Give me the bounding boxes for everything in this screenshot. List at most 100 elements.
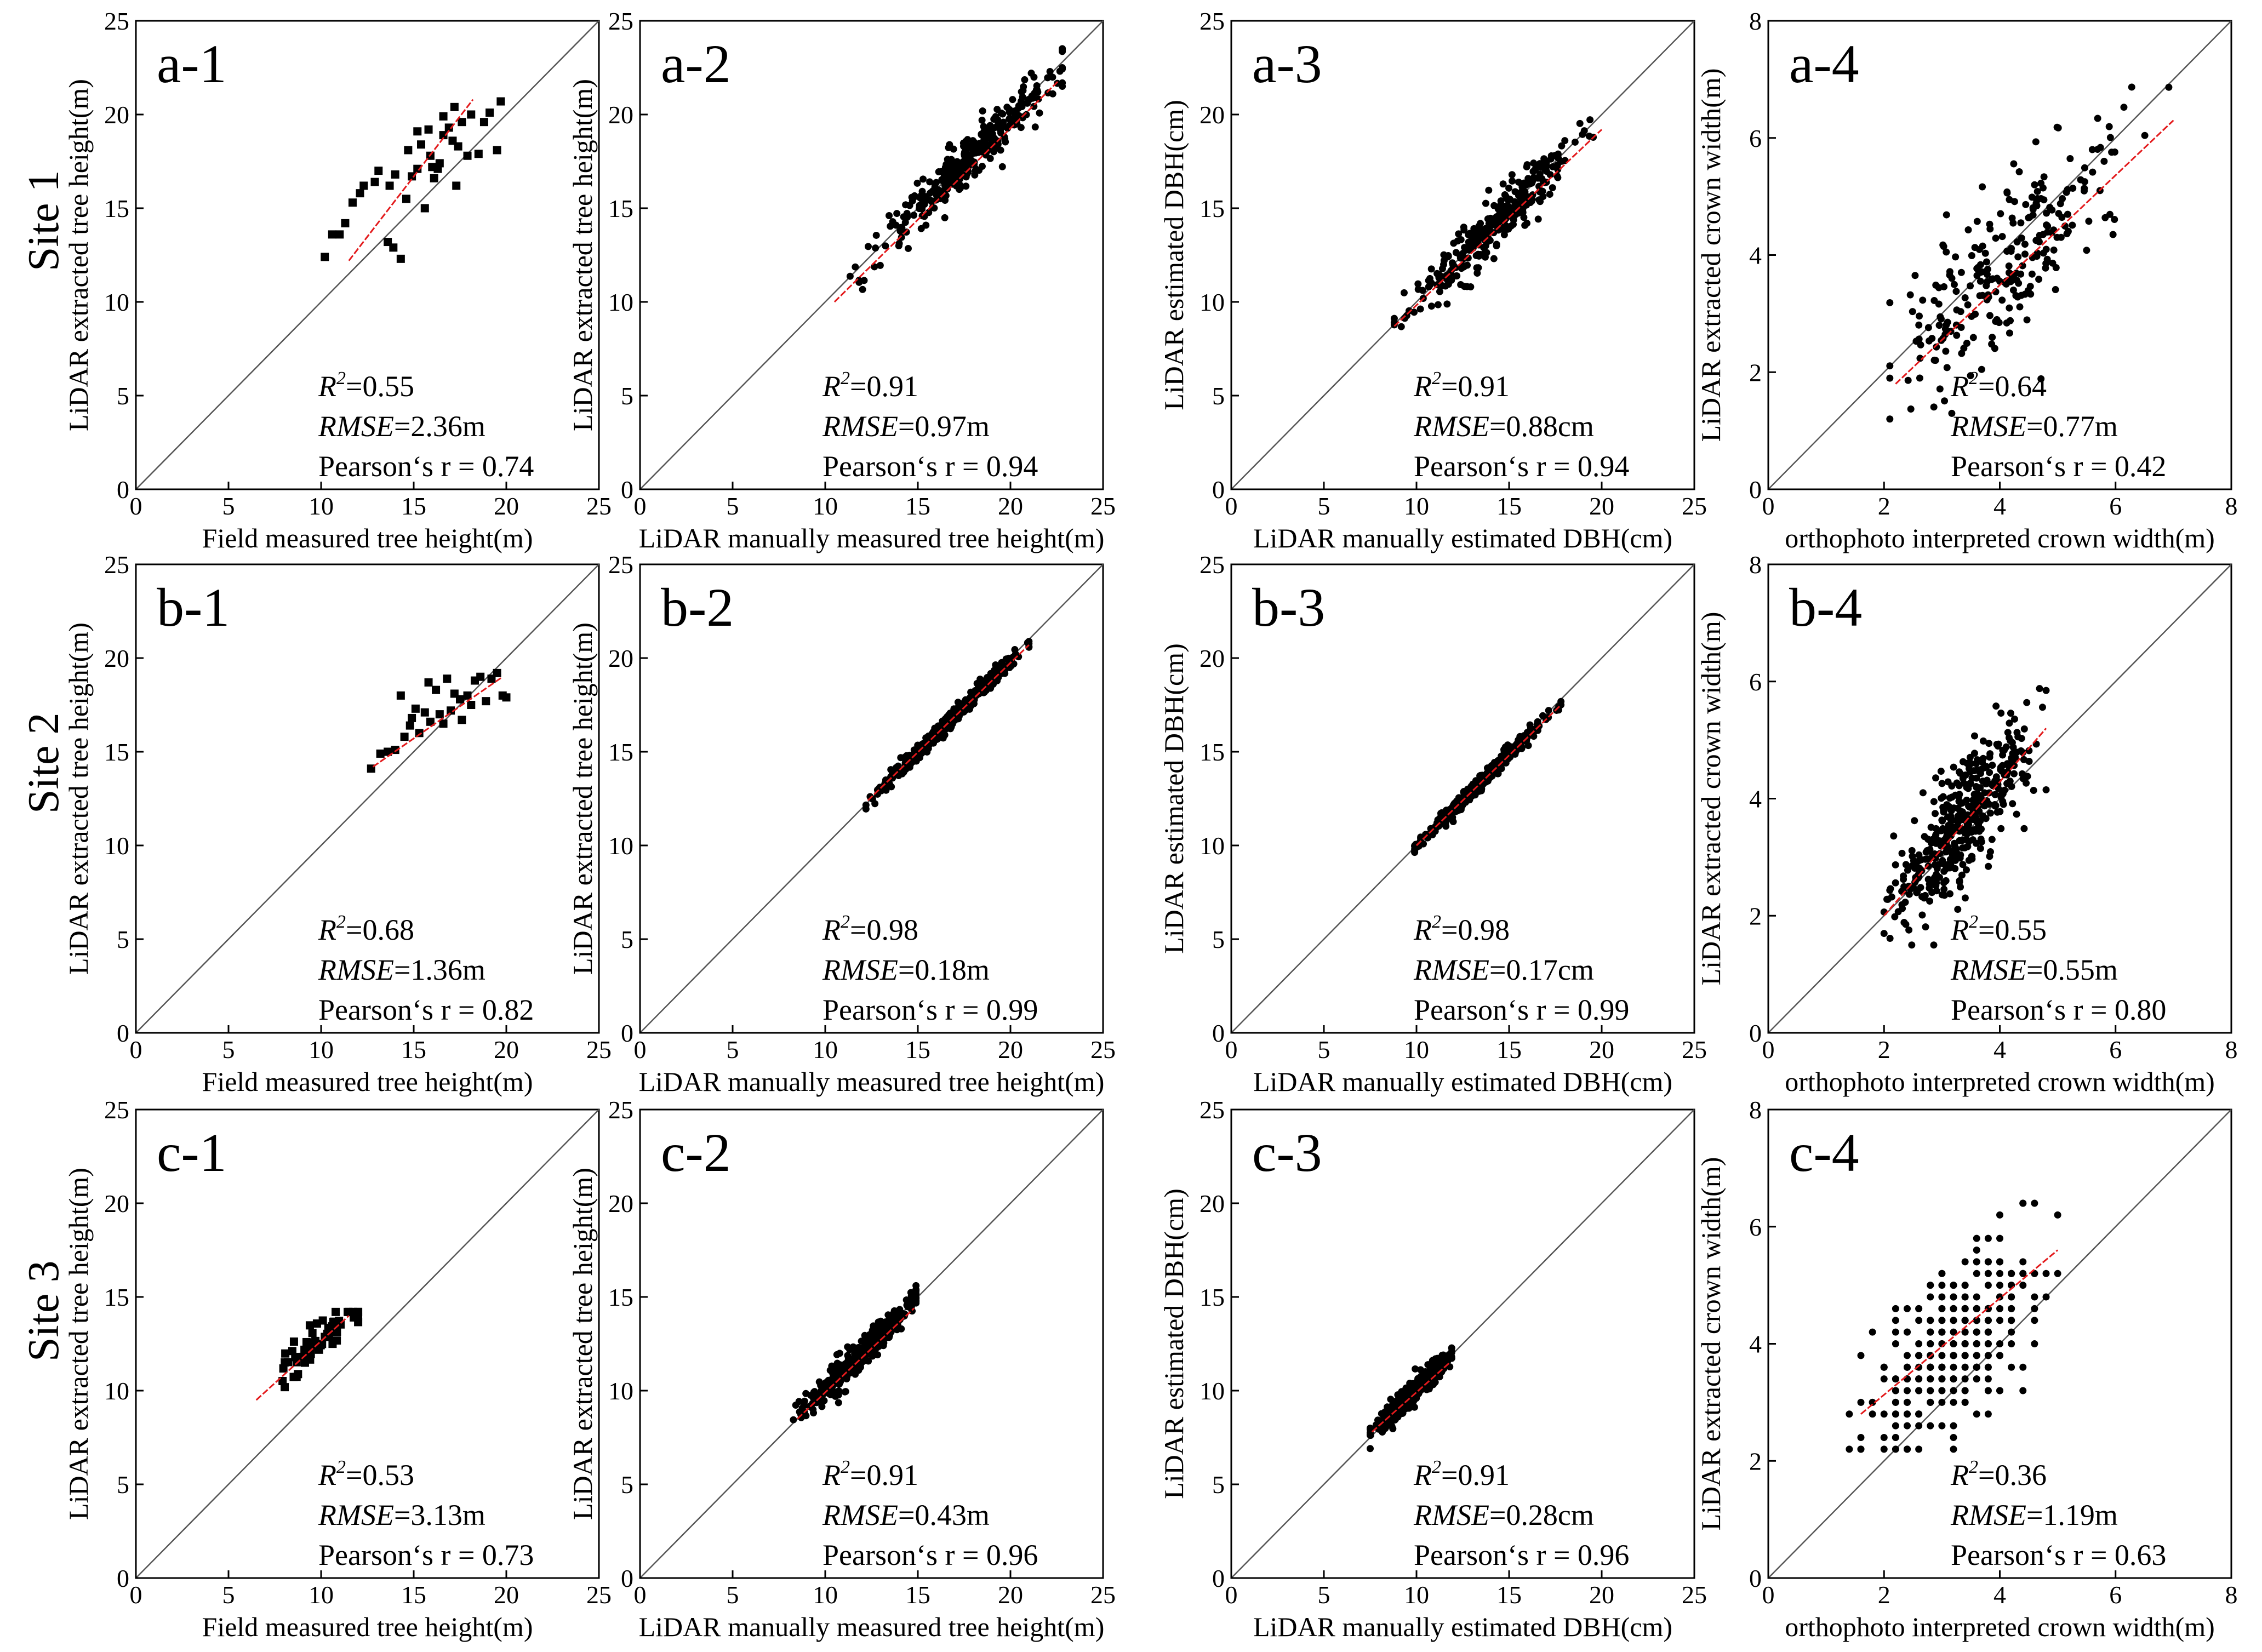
data-point [430,174,438,182]
identity-line [135,1109,599,1579]
data-points [321,97,505,263]
data-point [1869,1328,1876,1336]
y-tick-label: 25 [104,7,129,35]
data-point [1972,839,1980,847]
data-point [433,164,442,173]
data-point [830,1375,837,1382]
data-point [906,751,913,759]
data-point [1970,815,1978,823]
data-point [961,152,968,159]
y-axis-label: LiDAR extracted tree height(m) [63,79,94,431]
data-point [1449,261,1457,269]
data-point [910,211,918,219]
y-tick-label: 4 [1749,1330,1762,1358]
data-point [1442,807,1450,814]
y-tick-label: 6 [1749,1213,1762,1241]
stat-r2: R2=0.91 [1413,368,1510,403]
data-point [942,192,950,199]
y-tick-label: 5 [621,925,633,953]
data-point [2007,710,2014,717]
data-point [2111,215,2118,223]
data-point [1910,857,1917,865]
stat-r2-exponent: 2 [841,1457,850,1477]
data-point [1961,894,1969,902]
data-point [1523,163,1530,170]
data-point [1908,847,1916,854]
stat-r2-exponent: 2 [1969,368,1978,388]
data-point [848,1355,856,1363]
data-point [1961,1305,1969,1312]
data-point [1892,1445,1899,1453]
data-point [452,181,461,190]
x-tick-label: 25 [586,1581,612,1609]
data-point [1984,1282,1992,1289]
data-point [1539,712,1546,719]
data-point [2040,231,2047,238]
data-point [1888,893,1895,901]
data-point [1915,1422,1923,1430]
data-point [1024,99,1031,107]
y-tick-label: 10 [608,288,633,316]
data-point [1964,843,1972,850]
data-point [997,109,1005,117]
data-point [2035,238,2043,245]
data-point [1367,1432,1374,1439]
stat-rmse: RMSE=0.88cm [1413,410,1594,443]
data-point [1938,1352,1946,1359]
identity-line [135,20,599,490]
data-point [1460,255,1467,262]
data-point [1996,1340,2003,1347]
data-point [898,224,906,232]
data-point [1977,277,1984,285]
data-point [1444,281,1452,288]
data-point [1991,791,1999,798]
data-point [2052,264,2060,272]
data-point [374,167,383,175]
data-point [1938,794,1945,802]
y-tick-label: 25 [1199,551,1225,579]
panel-label: c-4 [1789,1122,1859,1183]
data-point [1967,282,1974,290]
data-point [846,272,854,280]
stat-rmse-value: =0.28cm [1489,1499,1594,1531]
stat-rmse-value: =2.36m [394,410,485,443]
data-point [874,1351,882,1359]
data-point [1975,821,1983,828]
data-point [1929,851,1937,859]
data-point [1984,1317,1992,1324]
data-point [948,180,956,188]
data-point [1919,296,1927,304]
data-point [2020,725,2028,733]
y-axis-label: LiDAR extracted crown width(m) [1695,1157,1726,1531]
data-point [1443,300,1451,308]
data-point [900,1312,907,1320]
x-tick-label: 25 [1682,1036,1707,1064]
y-tick-label: 0 [621,1564,633,1592]
data-point [1936,385,1944,393]
data-point [1534,215,1542,223]
data-point [424,678,433,687]
data-point [938,187,945,195]
data-point [2081,178,2088,186]
data-point [1941,330,1949,338]
data-point [1964,301,1972,308]
data-point [1904,1422,1911,1430]
data-point [2042,1293,2050,1301]
data-point [2031,1340,2038,1347]
stat-r2-symbol: R [318,370,336,403]
stat-pearson: Pearson‘s r = 0.99 [1414,993,1629,1026]
y-axis-label: LiDAR estimated DBH(cm) [1158,1188,1189,1499]
data-point [1953,331,1961,339]
data-point [1986,853,1993,860]
data-point [2014,253,2022,261]
data-point [2031,181,2038,188]
stat-rmse-symbol: RMSE [1413,953,1489,986]
data-point [1992,702,2000,710]
x-tick-label: 0 [130,1581,142,1609]
stat-r2-exponent: 2 [1432,368,1441,388]
data-point [1523,729,1531,736]
data-point [1425,277,1432,284]
data-point [997,129,1004,137]
data-point [1950,1398,1957,1406]
data-point [889,1319,896,1327]
